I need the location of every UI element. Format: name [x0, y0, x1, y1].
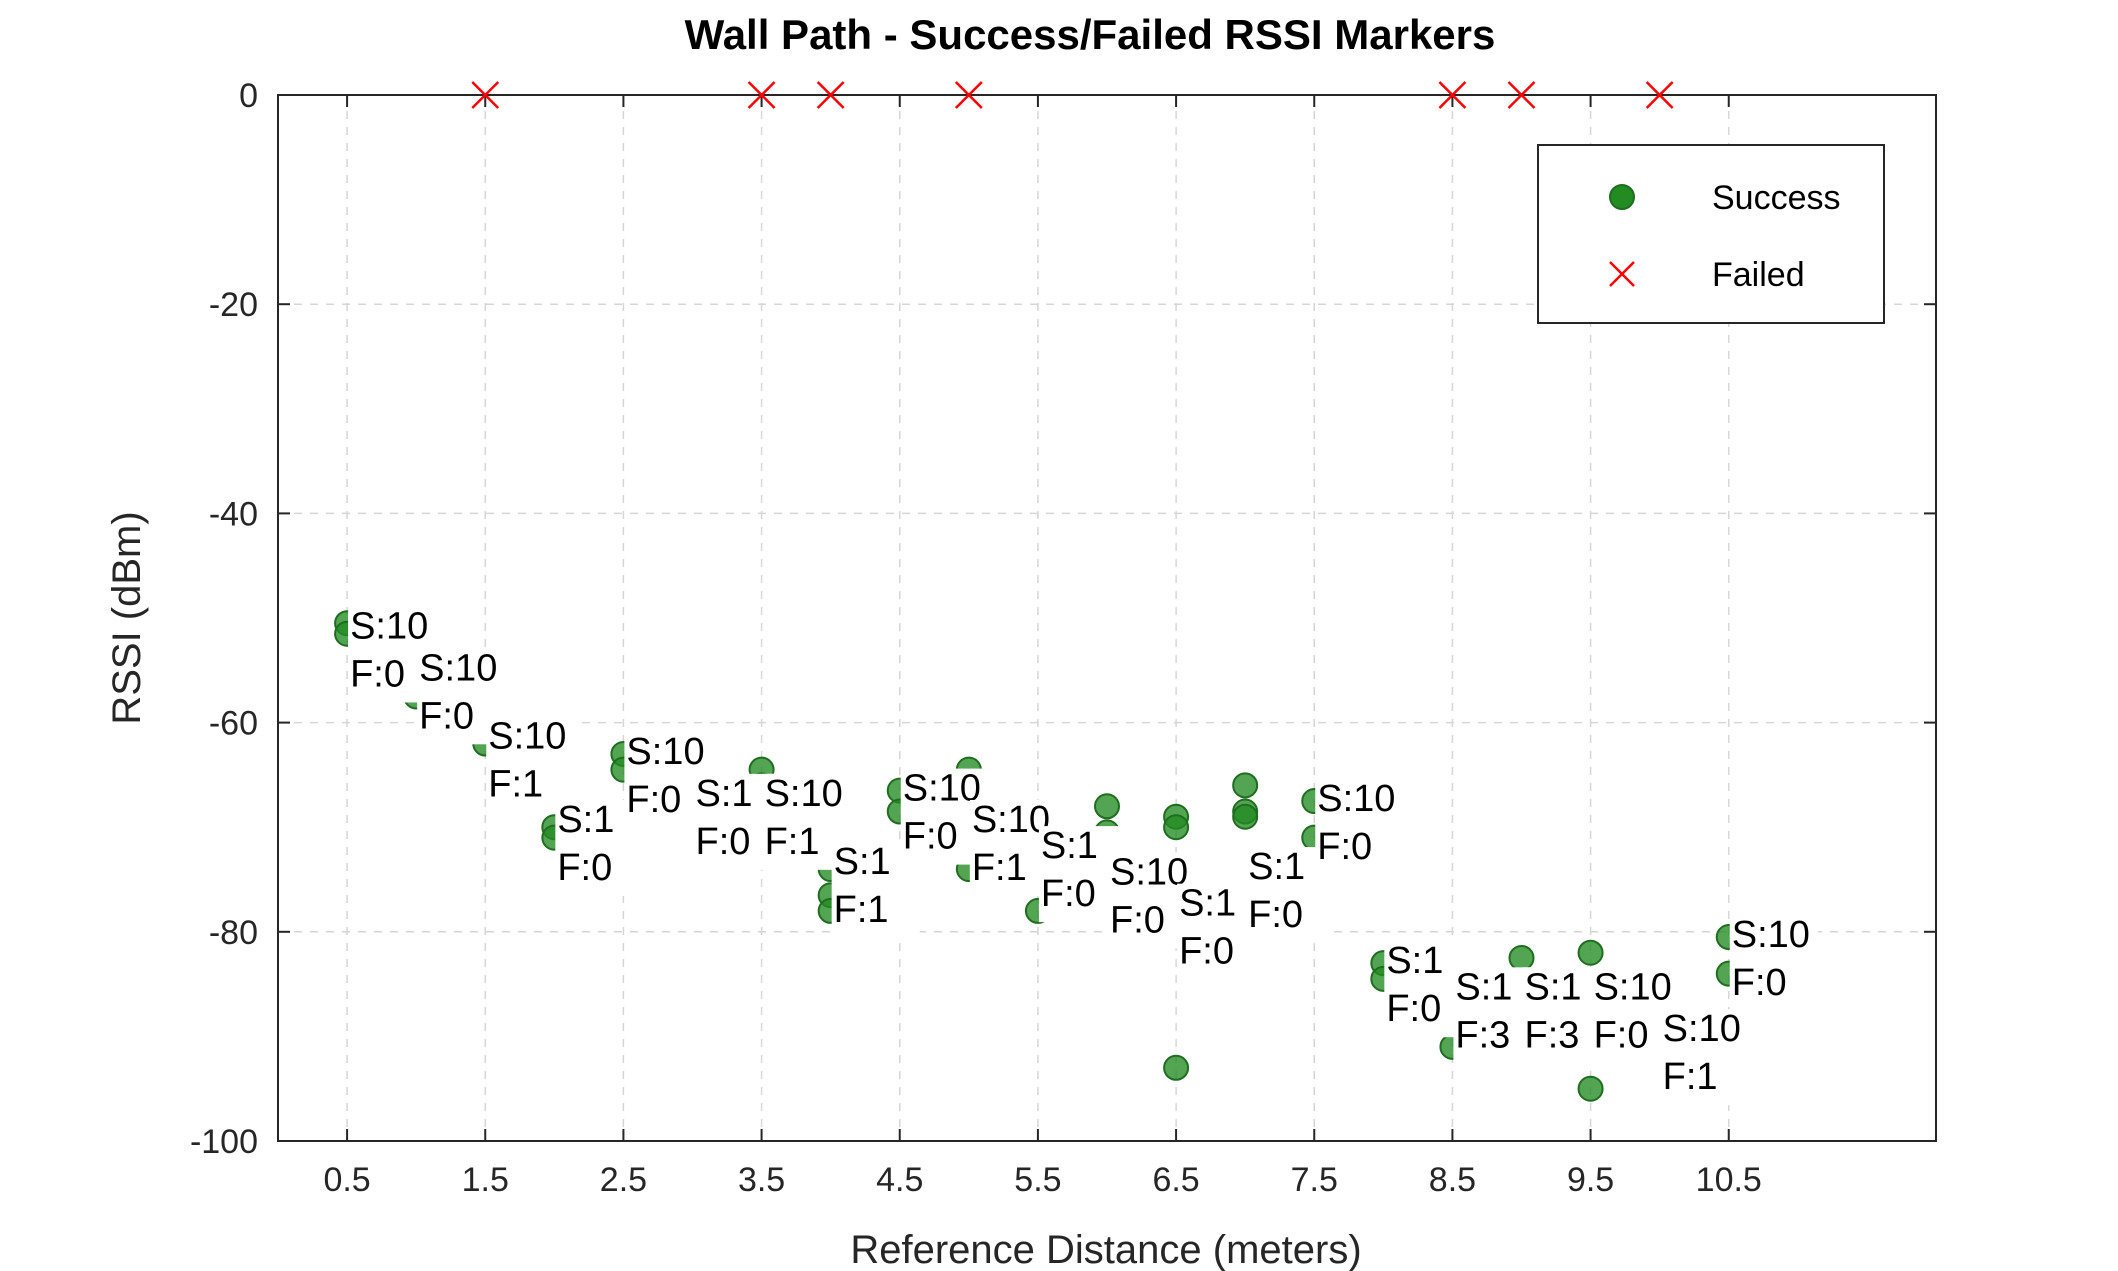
success-point — [1577, 1075, 1604, 1102]
failed-point — [747, 81, 776, 109]
point-label-success: S:10 — [1663, 1008, 1741, 1050]
success-point — [1232, 772, 1259, 799]
y-tick-label: -80 — [209, 914, 258, 952]
y-axis-title: RSSI (dBm) — [105, 511, 149, 724]
success-point — [1094, 793, 1120, 820]
point-label-failed: F:0 — [626, 779, 681, 821]
point-label-success: S:1 — [834, 841, 891, 883]
point-label-success: S:1 — [1525, 966, 1582, 1008]
x-tick-label: 7.5 — [1291, 1161, 1338, 1199]
point-label-failed: F:0 — [1317, 826, 1372, 868]
point-label-failed: F:1 — [834, 889, 889, 931]
point-label-success: S:1 — [696, 773, 753, 815]
point-label-background — [1660, 1009, 1749, 1106]
point-label-success: S:1 — [1386, 940, 1443, 982]
point-label-success: S:10 — [1317, 778, 1395, 820]
success-point — [1163, 1054, 1190, 1081]
legend-box — [1537, 144, 1885, 324]
point-label-failed: F:3 — [1525, 1014, 1580, 1056]
point-label-failed: F:0 — [1248, 894, 1303, 936]
failed-point — [816, 81, 845, 109]
y-tick-label: -20 — [209, 286, 258, 324]
y-tick-label: 0 — [239, 77, 258, 115]
x-tick-label: 0.5 — [323, 1161, 370, 1199]
y-tick-label: -100 — [190, 1123, 258, 1161]
point-label-failed: F:0 — [557, 847, 612, 889]
legend-success-marker — [1609, 184, 1635, 210]
point-label-failed: F:0 — [903, 816, 958, 858]
point-label-success: S:10 — [1110, 851, 1188, 893]
axis-ticks: 0.5 1.5 2.5 3.5 4.5 5.5 6.5 7.5 8.5 9.5 10.5 0 -20 -4… — [190, 77, 1936, 1199]
point-label-success: S:1 — [1248, 846, 1305, 888]
point-label-failed: F:1 — [765, 821, 820, 863]
point-label-failed: F:0 — [1386, 988, 1441, 1030]
point-label-failed: F:1 — [488, 763, 543, 805]
point-label-failed: F:0 — [419, 695, 474, 737]
point-label-success: S:10 — [972, 799, 1050, 841]
point-annotations: S:10F:0 S:10F:0 S:10F:1S:1F:0S:10F:0 S:1F:0… — [348, 605, 1818, 1106]
x-tick-label: 10.5 — [1696, 1161, 1762, 1199]
point-label-success: S:10 — [1594, 966, 1672, 1008]
point-label: S:10 F:0 — [1315, 778, 1404, 876]
plot-area-frame — [277, 94, 1937, 1142]
point-label-failed: F:0 — [350, 653, 405, 695]
x-tick-label: 5.5 — [1014, 1161, 1061, 1199]
point-label: S:10 F:0 — [1729, 914, 1818, 1012]
chart-title: Wall Path - Success/Failed RSSI Markers — [685, 11, 1496, 58]
x-tick-label: 1.5 — [462, 1161, 509, 1199]
point-label-success: S:10 — [488, 715, 566, 757]
failed-point — [1507, 81, 1536, 109]
point-label-background — [1729, 915, 1818, 1012]
legend-failed-label: Failed — [1712, 256, 1805, 294]
x-tick-label: 8.5 — [1429, 1161, 1476, 1199]
success-point — [1232, 803, 1259, 830]
point-label-success: S:10 — [419, 647, 497, 689]
point-label-failed: F:0 — [1041, 873, 1096, 915]
point-label: S:10 F:0 — [417, 647, 506, 745]
failed-series — [471, 81, 1674, 109]
point-label-failed: F:0 — [1110, 899, 1165, 941]
success-point — [1577, 939, 1604, 966]
failed-point — [471, 81, 500, 109]
point-label-background — [1315, 779, 1404, 876]
legend-success-label: Success — [1712, 179, 1841, 217]
point-label-success: S:10 — [626, 731, 704, 773]
point-label-failed: F:0 — [1732, 962, 1787, 1004]
x-tick-label: 3.5 — [738, 1161, 785, 1199]
point-label-success: S:10 — [903, 768, 981, 810]
failed-point — [1438, 81, 1467, 109]
x-tick-label: 9.5 — [1567, 1161, 1614, 1199]
point-label-success: S:10 — [1732, 914, 1810, 956]
point-label-success: S:10 — [765, 773, 843, 815]
failed-point — [1645, 81, 1674, 109]
failed-point — [954, 81, 983, 109]
point-label-failed: F:0 — [1594, 1014, 1649, 1056]
point-label-success: S:1 — [1041, 825, 1098, 867]
point-label-success: S:1 — [1455, 966, 1512, 1008]
point-label-success: S:1 — [557, 799, 614, 841]
point-label-failed: F:0 — [696, 821, 751, 863]
x-axis-title: Reference Distance (meters) — [850, 1228, 1361, 1271]
success-point — [1163, 814, 1190, 841]
point-label-success: S:1 — [1179, 883, 1236, 925]
point-label-failed: F:0 — [1179, 931, 1234, 973]
point-label-failed: F:1 — [972, 847, 1027, 889]
point-label-failed: F:3 — [1455, 1014, 1510, 1056]
point-label-success: S:10 — [350, 605, 428, 647]
point-label: S:1F:0 — [555, 799, 644, 896]
legend: Success Failed — [1537, 144, 1885, 324]
point-label: S:10 F:1 — [1660, 1008, 1749, 1106]
legend-failed-marker — [1609, 261, 1635, 287]
point-label: S:10 F:1 — [486, 715, 575, 813]
x-tick-label: 6.5 — [1152, 1161, 1199, 1199]
y-tick-label: -60 — [209, 705, 258, 743]
point-label-failed: F:1 — [1663, 1056, 1718, 1098]
x-tick-label: 2.5 — [600, 1161, 647, 1199]
x-tick-label: 4.5 — [876, 1161, 923, 1199]
point-label-background — [486, 716, 575, 813]
y-tick-label: -40 — [209, 495, 258, 533]
